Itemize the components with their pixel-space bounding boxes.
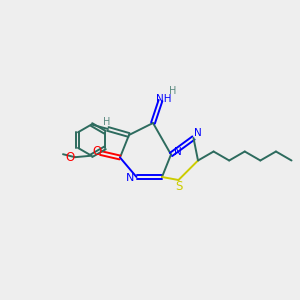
- Text: H: H: [103, 117, 111, 128]
- Text: S: S: [176, 180, 183, 193]
- Text: N: N: [174, 146, 182, 157]
- Text: H: H: [169, 86, 177, 97]
- Text: O: O: [92, 145, 101, 158]
- Text: O: O: [65, 151, 74, 164]
- Text: N: N: [126, 172, 134, 183]
- Text: N: N: [194, 128, 202, 138]
- Text: NH: NH: [156, 94, 171, 104]
